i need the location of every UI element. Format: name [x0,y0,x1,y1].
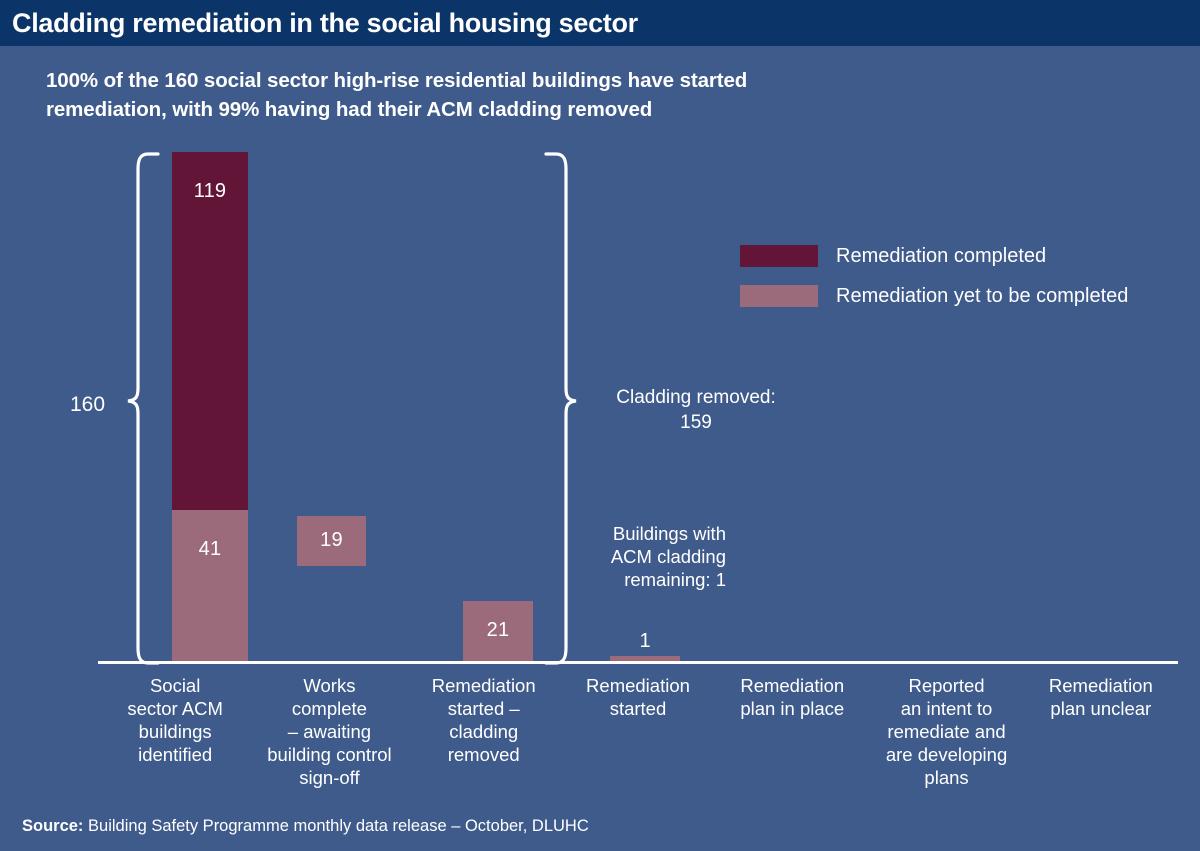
source-text: Building Safety Programme monthly data r… [88,817,589,835]
category-line: Reported [908,675,985,696]
total-bracket [127,152,160,665]
source-note: Source: Building Safety Programme monthl… [22,817,589,836]
bar-value-label: 21 [486,619,510,641]
annotation-cladding-removed: Cladding removed: 159 [596,385,796,435]
category-line: – awaiting [287,721,372,742]
category-line: building control [267,744,392,765]
category-line: plan unclear [1050,698,1152,719]
source-prefix: Source: [22,817,84,835]
legend-swatch-completed [740,245,818,267]
x-axis-line [98,661,1178,664]
category-line: plans [924,767,969,788]
annotation-remaining-line1: Buildings with [612,523,726,544]
annotation-remaining-line3: remaining: 1 [624,569,726,590]
x-axis-category-5: Remediation plan in place [715,674,869,794]
total-bracket-label: 160 [70,393,106,416]
category-line: started [609,698,667,719]
category-line: Remediation [586,675,690,696]
annotation-cladding-remaining: Buildings with ACM cladding remaining: 1 [570,522,726,591]
x-axis-category-labels: Social sector ACM buildings identified Works… [98,674,1178,794]
category-line: Remediation [431,675,536,696]
category-line: buildings [138,721,212,742]
category-line: Works [303,675,356,696]
x-axis-category-1: Social sector ACM buildings identified [98,674,252,794]
category-line: Remediation [740,675,845,696]
x-axis-category-6: Reported an intent to remediate and are dev… [869,674,1023,794]
category-line: started – [447,698,520,719]
bar-value-label-4: 1 [639,630,651,652]
header-bar: Cladding remediation in the social housi… [0,0,1200,46]
category-line: cladding [449,721,519,742]
bar-segment-pending-1: 41 [172,510,248,661]
cladding-removed-bracket [544,152,577,665]
annotation-cladding-removed-line1: Cladding removed: [616,387,776,408]
category-line: sector ACM [127,698,223,719]
category-line: sign-off [299,767,360,788]
x-axis-category-4: Remediation started [561,674,715,794]
category-line: identified [138,744,213,765]
x-axis-category-7: Remediation plan unclear [1024,674,1178,794]
bar-segment-pending-4 [610,656,680,661]
bar-value-label: 41 [198,538,222,560]
category-line: plan in place [740,698,845,719]
legend-item-completed: Remediation completed [740,236,1128,276]
bar-segment-completed-1: 119 [172,152,248,510]
category-line: are developing [885,744,1008,765]
bar-value-label: 19 [320,529,343,551]
category-line: an intent to [900,698,993,719]
category-line: complete [291,698,367,719]
bar-segment-pending-3: 21 [463,601,533,661]
chart-subtitle: 100% of the 160 social sector high-rise … [46,69,748,121]
page-title: Cladding remediation in the social housi… [12,8,638,38]
category-line: removed [447,744,520,765]
x-axis-category-3: Remediation started – cladding removed [407,674,561,794]
legend: Remediation completed Remediation yet to… [740,236,1128,316]
category-line: Remediation [1048,675,1153,696]
legend-label-pending: Remediation yet to be completed [836,284,1129,307]
legend-label-completed: Remediation completed [836,244,1047,267]
category-line: remediate and [887,721,1006,742]
legend-swatch-pending [740,285,818,307]
annotation-cladding-removed-line2: 159 [680,412,712,433]
legend-item-pending: Remediation yet to be completed [740,276,1128,316]
annotation-remaining-line2: ACM cladding [610,546,726,567]
x-axis-category-2: Works complete – awaiting building control s… [252,674,406,794]
bar-value-label: 119 [193,180,227,202]
bar-segment-pending-2: 19 [297,516,366,566]
category-line: Social [149,675,201,696]
